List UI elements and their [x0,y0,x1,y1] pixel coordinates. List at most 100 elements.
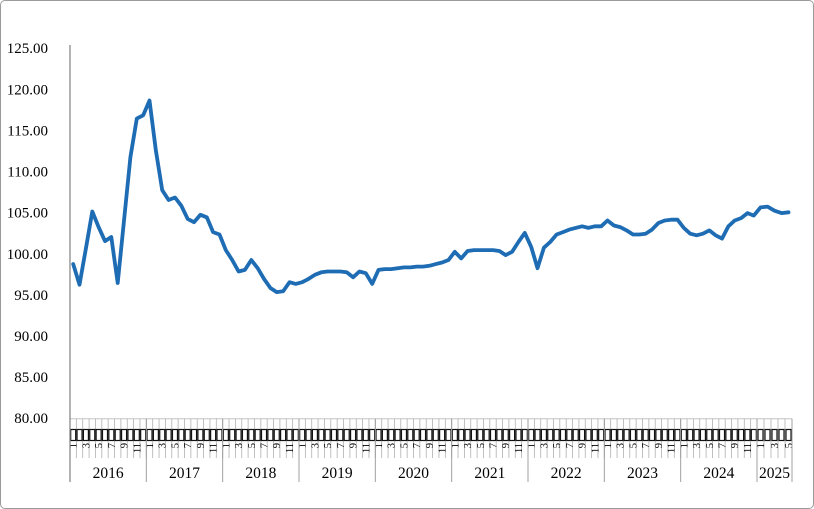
month-tick-label: 1 [145,443,156,448]
month-tick-label: 9 [654,443,665,448]
month-box-glyph [279,428,287,442]
month-box-glyph [343,428,350,442]
month-box-glyph [623,428,630,442]
month-tick-label: 9 [272,443,283,448]
month-box-glyph [585,428,592,442]
month-box-glyph [152,428,159,442]
data-line [71,98,791,295]
month-box-glyph [254,428,261,442]
month-tick-label: 1 [603,443,614,448]
month-tick-label: 7 [260,443,271,448]
month-tick-label: 9 [425,443,436,448]
month-box-glyph [127,428,134,442]
month-box-glyph [197,428,204,442]
month-box-glyph [699,428,707,442]
month-tick-label: 3 [387,443,398,448]
month-box-glyph [598,428,605,442]
month-box-glyph [190,428,198,442]
month-box-glyph [76,428,83,442]
month-box-glyph [260,428,268,442]
month-box-glyph [785,428,792,442]
month-box-glyph [712,428,719,442]
month-box-glyph [375,428,382,442]
month-tick-label: 5 [399,443,410,448]
month-box-glyph [133,428,140,442]
month-box-glyph [757,428,764,442]
month-box-glyph [70,428,77,442]
month-tick-label: 11 [667,443,678,453]
month-box-glyph [108,428,115,442]
month-tick-label: 5 [476,443,487,448]
month-tick-label: 9 [501,443,512,448]
month-tick-label: 7 [718,443,729,448]
month-box-glyph [394,428,401,442]
month-box-glyph [559,428,567,442]
month-box-glyph [241,428,249,442]
month-box-glyph [502,428,509,442]
month-box-glyph [318,428,325,442]
month-box-glyph [120,428,128,442]
month-tick-label: 9 [120,443,131,448]
month-box-glyph [146,428,153,442]
month-box-glyph [591,428,598,442]
y-axis-tick-label: 90.00 [14,329,48,345]
month-box-glyph [604,428,611,442]
month-box-glyph [778,428,785,442]
month-box-glyph [82,428,90,442]
y-axis-tick-label: 85.00 [14,370,48,386]
month-tick-label: 5 [552,443,563,448]
month-box-glyph [578,428,586,442]
year-label: 2017 [169,465,200,482]
month-box-glyph [451,428,458,442]
month-box-glyph [159,428,166,442]
month-box-glyph [528,428,535,442]
month-box-glyph [725,428,732,442]
month-tick-label: 5 [705,443,716,448]
month-box-glyph [477,428,484,442]
month-box-glyph [534,428,541,442]
year-label: 2023 [627,465,658,482]
month-tick-label: 3 [81,443,92,448]
month-box-glyph [642,428,649,442]
month-box-glyph [381,428,388,442]
month-box-glyph [445,428,452,442]
month-box-glyph [566,428,573,442]
month-box-glyph [655,428,662,442]
month-tick-label: 7 [412,443,423,448]
month-tick-label: 11 [590,443,601,453]
month-tick-label: 3 [158,443,169,448]
month-tick-label: 5 [784,443,795,448]
month-tick-label: 7 [183,443,194,448]
month-box-glyph [521,428,528,442]
month-tick-label: 5 [247,443,258,448]
month-box-glyph [496,428,503,442]
month-box-glyph [299,428,306,442]
month-tick-label: 3 [539,443,550,448]
month-box-glyph [540,428,548,442]
y-axis-tick-label: 80.00 [14,411,48,427]
month-box-glyph [508,428,516,442]
year-label: 2024 [703,465,734,482]
month-tick-label: 1 [221,443,232,448]
month-box-glyph [273,428,280,442]
month-tick-label: 3 [463,443,474,448]
month-box-glyph [464,428,471,442]
month-box-glyph [171,428,179,442]
month-box-glyph [324,428,331,442]
month-box-glyph [750,428,757,442]
month-tick-label: 1 [374,443,385,448]
year-label: 2021 [474,465,505,482]
month-tick-label: 7 [641,443,652,448]
month-tick-label: 5 [170,443,181,448]
month-box-glyph [203,428,210,442]
month-box-glyph [140,428,147,442]
month-box-glyph [744,428,751,442]
month-box-glyph [489,428,497,442]
month-box-glyph [439,428,446,442]
month-box-glyph [547,428,554,442]
month-box-glyph [572,428,579,442]
month-tick-label: 9 [196,443,207,448]
month-tick-label: 11 [361,443,372,453]
y-axis-tick-label: 115.00 [7,123,48,139]
